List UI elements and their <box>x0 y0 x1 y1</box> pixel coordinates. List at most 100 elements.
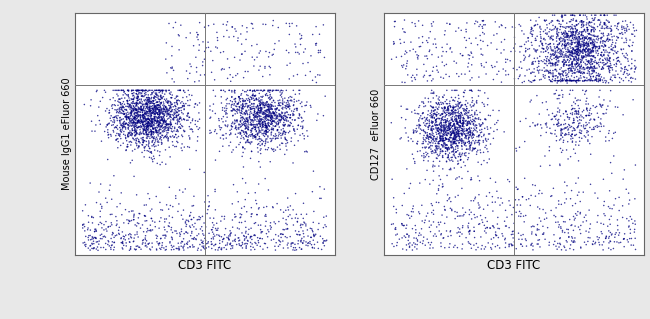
Point <box>165 92 176 97</box>
Point <box>534 43 545 48</box>
Point <box>124 221 134 226</box>
Point <box>465 121 475 126</box>
Point <box>592 234 603 239</box>
Point <box>136 107 146 112</box>
Point <box>246 117 256 122</box>
Point <box>621 40 631 45</box>
Point <box>132 88 142 93</box>
Point <box>224 88 235 93</box>
Point <box>153 128 163 133</box>
Point <box>461 133 471 138</box>
Point <box>250 135 260 140</box>
Point <box>213 116 224 121</box>
Point <box>431 234 441 239</box>
Point <box>583 36 593 41</box>
Point <box>198 63 208 68</box>
Point <box>387 177 397 182</box>
Point <box>581 22 592 27</box>
Point <box>443 106 453 111</box>
Point <box>120 122 130 127</box>
Point <box>596 36 606 41</box>
Point <box>595 78 605 83</box>
Point <box>122 138 132 143</box>
Point <box>574 70 584 75</box>
Point <box>569 239 580 244</box>
Point <box>588 25 598 30</box>
Point <box>580 123 591 128</box>
Point <box>245 103 255 108</box>
Point <box>569 48 580 53</box>
Point <box>183 88 194 93</box>
Point <box>538 59 548 64</box>
Point <box>570 63 580 69</box>
Point <box>428 41 439 47</box>
Point <box>112 233 122 238</box>
Point <box>503 72 514 77</box>
Point <box>259 131 270 136</box>
Point <box>432 101 442 106</box>
Point <box>291 228 301 234</box>
Point <box>619 236 629 241</box>
Point <box>567 139 578 144</box>
Point <box>428 234 439 239</box>
Point <box>252 132 263 137</box>
Point <box>407 20 417 25</box>
Point <box>276 115 287 120</box>
Point <box>133 98 144 103</box>
Point <box>587 71 597 76</box>
Point <box>144 126 154 131</box>
Point <box>584 35 594 41</box>
Point <box>552 33 563 38</box>
Point <box>252 123 263 128</box>
Point <box>99 222 109 227</box>
Point <box>408 156 419 161</box>
Point <box>149 95 159 100</box>
Point <box>567 33 578 38</box>
Point <box>210 158 220 163</box>
Point <box>141 104 151 109</box>
Point <box>164 185 174 190</box>
Point <box>436 130 447 136</box>
Point <box>556 127 567 132</box>
Point <box>118 141 129 146</box>
Point <box>160 235 170 241</box>
Point <box>407 152 417 157</box>
Point <box>555 77 566 82</box>
Point <box>412 111 423 116</box>
Point <box>111 133 121 138</box>
Point <box>612 59 623 64</box>
Point <box>618 72 629 77</box>
Point <box>565 78 575 83</box>
Point <box>157 243 167 248</box>
Point <box>142 95 152 100</box>
Point <box>153 241 163 246</box>
Point <box>257 101 267 106</box>
Point <box>562 227 572 232</box>
Point <box>604 67 614 72</box>
Point <box>185 71 195 76</box>
Point <box>163 136 174 141</box>
Point <box>140 110 150 115</box>
Point <box>166 95 177 100</box>
Point <box>237 52 247 57</box>
Point <box>571 19 581 24</box>
Point <box>560 32 570 37</box>
Point <box>265 115 276 120</box>
Point <box>449 98 460 103</box>
Point <box>467 130 478 135</box>
Point <box>156 110 166 115</box>
Point <box>209 234 220 239</box>
Point <box>444 126 454 131</box>
Point <box>445 126 455 131</box>
Point <box>143 95 153 100</box>
Point <box>283 130 294 135</box>
Point <box>425 134 436 139</box>
Point <box>391 210 402 215</box>
Point <box>556 78 567 83</box>
Point <box>597 242 607 248</box>
Point <box>447 108 457 114</box>
Point <box>260 120 270 125</box>
Point <box>167 66 177 71</box>
Point <box>149 121 159 126</box>
Point <box>250 135 260 140</box>
